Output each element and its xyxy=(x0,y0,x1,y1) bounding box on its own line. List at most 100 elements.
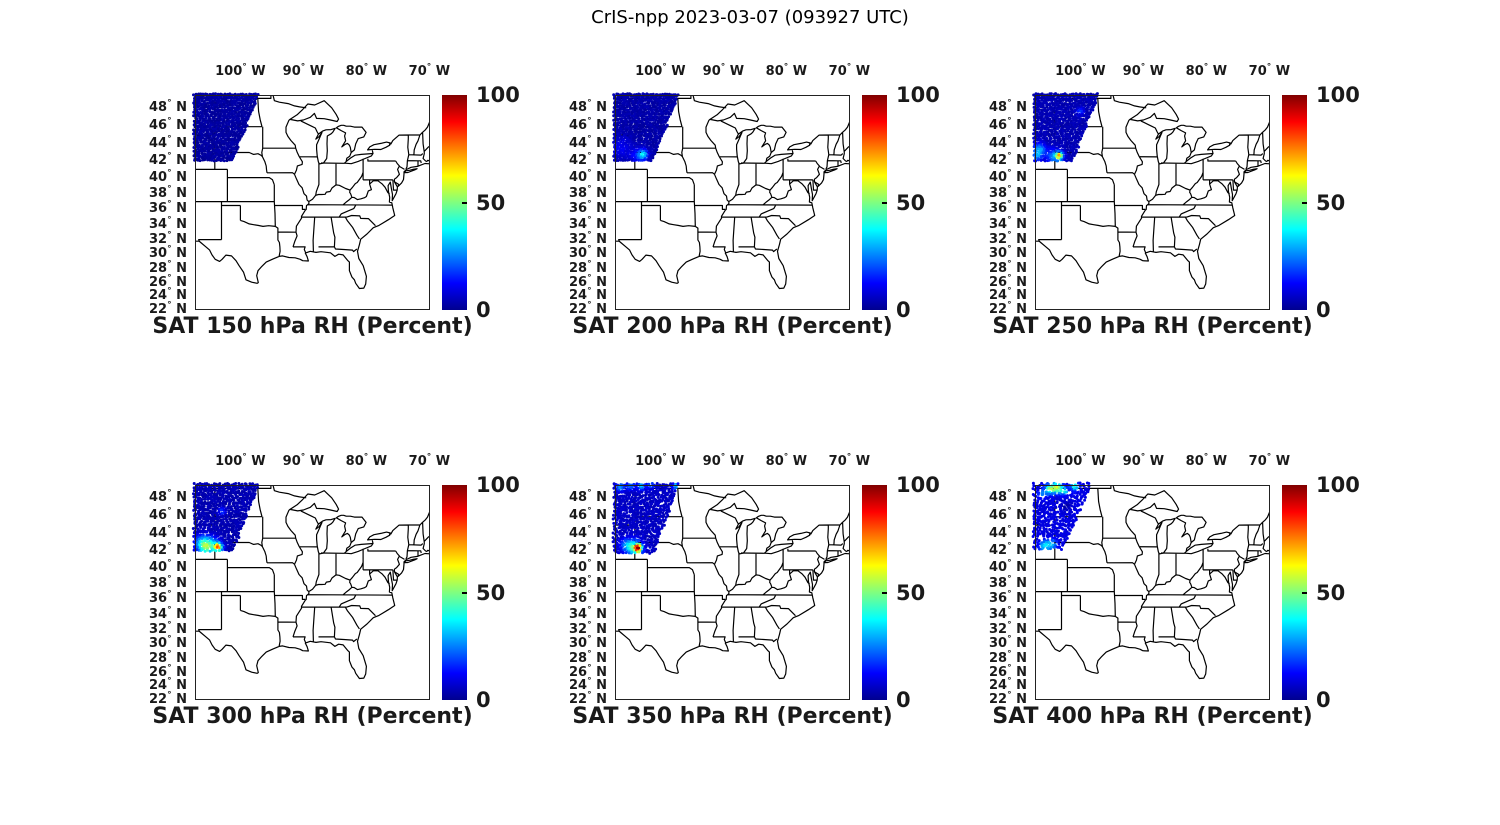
lat-tick-label-48n: 48° N xyxy=(989,98,1027,115)
panel-sat-400: 100° W 90° W 80° W 70° W 48° N 46° N 44° N 42° … xyxy=(989,453,1360,729)
degree-symbol: ° xyxy=(587,300,592,311)
lon-tick-label-90w: 90° W xyxy=(282,62,325,79)
lat-tick-label-36n: 36° N xyxy=(569,590,607,607)
state-boundaries xyxy=(195,485,430,680)
lat-tick-label-44n: 44° N xyxy=(149,134,187,151)
degree-symbol: ° xyxy=(1007,151,1012,162)
degree-symbol: ° xyxy=(587,634,592,645)
state-boundaries xyxy=(615,95,850,290)
map-sat-400 xyxy=(1031,481,1270,700)
degree-symbol: ° xyxy=(1203,452,1209,463)
state-boundaries xyxy=(1035,95,1270,290)
degree-symbol: ° xyxy=(167,574,172,585)
lat-tick-label-22n: 22° N xyxy=(149,690,187,707)
lat-tick-label-38n: 38° N xyxy=(149,574,187,591)
colorbar-label-50: 50 xyxy=(896,580,926,605)
lat-tick-label-34n: 34° N xyxy=(569,605,607,622)
lat-tick-label-24n: 24° N xyxy=(149,287,187,304)
lon-tick-label-70w: 70° W xyxy=(1248,62,1291,79)
degree-symbol: ° xyxy=(1082,62,1087,73)
degree-symbol: ° xyxy=(587,168,592,179)
colorbar-label-100: 100 xyxy=(896,473,940,497)
degree-symbol: ° xyxy=(587,273,592,284)
lat-tick-label-26n: 26° N xyxy=(989,663,1027,680)
lat-tick-label-34n: 34° N xyxy=(149,215,187,232)
degree-symbol: ° xyxy=(587,184,592,195)
degree-symbol: ° xyxy=(587,558,592,569)
lat-tick-label-44n: 44° N xyxy=(989,134,1027,151)
degree-symbol: ° xyxy=(300,62,306,73)
lat-tick-label-32n: 32° N xyxy=(149,230,187,247)
degree-symbol: ° xyxy=(1007,574,1012,585)
degree-symbol: ° xyxy=(1007,184,1012,195)
lat-tick-label-48n: 48° N xyxy=(149,98,187,115)
lon-tick-label-100w: 100° W xyxy=(215,62,266,79)
lon-tick-label-90w: 90° W xyxy=(702,62,745,79)
lat-tick-label-40n: 40° N xyxy=(149,168,187,185)
lon-tick-label-100w: 100° W xyxy=(635,62,686,79)
degree-symbol: ° xyxy=(167,230,172,241)
panel-sat-200: 100° W 90° W 80° W 70° W 48° N 46° N 44° N 42° … xyxy=(569,63,940,339)
colorbar-label-0: 0 xyxy=(896,298,911,322)
degree-symbol: ° xyxy=(1007,620,1012,631)
lat-tick-label-46n: 46° N xyxy=(989,506,1027,524)
lat-tick-label-26n: 26° N xyxy=(569,273,607,290)
lat-tick-label-26n: 26° N xyxy=(569,663,607,680)
panel-title-sat-350: SAT 350 hPa RH (Percent) xyxy=(572,704,893,729)
lat-tick-label-40n: 40° N xyxy=(149,558,187,575)
colorbar-label-50: 50 xyxy=(476,190,506,215)
degree-symbol: ° xyxy=(167,605,172,616)
lat-tick-label-42n: 42° N xyxy=(989,541,1027,558)
degree-symbol: ° xyxy=(363,452,369,463)
lat-tick-label-36n: 36° N xyxy=(149,200,187,217)
lat-tick-label-22n: 22° N xyxy=(989,690,1027,707)
degree-symbol: ° xyxy=(587,134,592,145)
degree-symbol: ° xyxy=(1007,98,1012,109)
lat-tick-label-40n: 40° N xyxy=(569,558,607,575)
degree-symbol: ° xyxy=(167,590,172,601)
degree-symbol: ° xyxy=(167,168,172,179)
degree-symbol: ° xyxy=(587,574,592,585)
lat-tick-label-28n: 28° N xyxy=(569,259,607,276)
lat-tick-label-46n: 46° N xyxy=(569,116,607,134)
degree-symbol: ° xyxy=(167,677,172,688)
colorbar-tick-50 xyxy=(462,591,467,594)
degree-symbol: ° xyxy=(587,506,592,517)
degree-symbol: ° xyxy=(1007,634,1012,645)
degree-symbol: ° xyxy=(1007,116,1012,127)
degree-symbol: ° xyxy=(363,62,369,73)
degree-symbol: ° xyxy=(167,663,172,674)
degree-symbol: ° xyxy=(1266,452,1272,463)
degree-symbol: ° xyxy=(167,488,172,499)
lat-tick-label-42n: 42° N xyxy=(149,541,187,558)
degree-symbol: ° xyxy=(587,590,592,601)
lat-tick-label-48n: 48° N xyxy=(569,488,607,505)
swath-dots-sat-150 xyxy=(192,92,260,163)
lat-tick-label-34n: 34° N xyxy=(989,215,1027,232)
lat-tick-label-34n: 34° N xyxy=(569,215,607,232)
degree-symbol: ° xyxy=(167,184,172,195)
degree-symbol: ° xyxy=(587,215,592,226)
degree-symbol: ° xyxy=(587,677,592,688)
degree-symbol: ° xyxy=(1007,259,1012,270)
lon-tick-label-100w: 100° W xyxy=(635,452,686,469)
colorbar-label-0: 0 xyxy=(1316,688,1331,712)
map-sat-300 xyxy=(191,482,430,700)
state-boundaries xyxy=(615,485,850,680)
lon-tick-label-70w: 70° W xyxy=(828,452,871,469)
lat-tick-label-28n: 28° N xyxy=(149,649,187,666)
colorbar-label-50: 50 xyxy=(476,580,506,605)
degree-symbol: ° xyxy=(1007,677,1012,688)
degree-symbol: ° xyxy=(587,605,592,616)
lon-tick-label-100w: 100° W xyxy=(215,452,266,469)
degree-symbol: ° xyxy=(167,541,172,552)
colorbar-tick-50 xyxy=(882,201,887,204)
lat-tick-label-38n: 38° N xyxy=(989,184,1027,201)
map-sat-200 xyxy=(612,92,850,310)
panel-title-sat-200: SAT 200 hPa RH (Percent) xyxy=(572,314,893,339)
lat-tick-label-38n: 38° N xyxy=(569,184,607,201)
lat-tick-label-32n: 32° N xyxy=(989,620,1027,637)
degree-symbol: ° xyxy=(1007,605,1012,616)
lon-tick-label-90w: 90° W xyxy=(702,452,745,469)
swath-dots-sat-200 xyxy=(612,92,680,163)
